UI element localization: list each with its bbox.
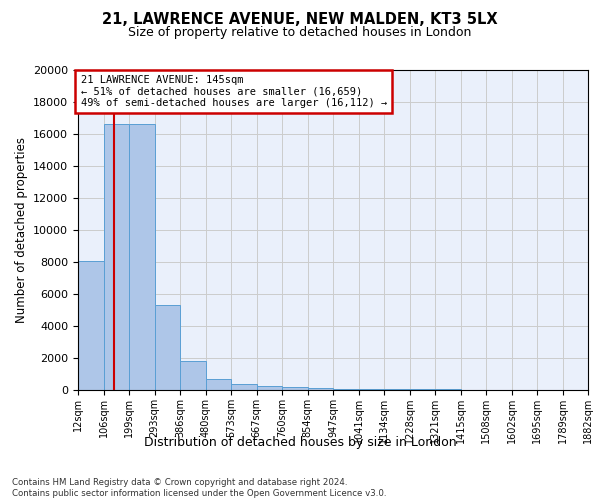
Bar [359,389,384,390]
Text: Size of property relative to detached houses in London: Size of property relative to detached ho… [128,26,472,39]
Text: 21, LAWRENCE AVENUE, NEW MALDEN, KT3 5LX: 21, LAWRENCE AVENUE, NEW MALDEN, KT3 5LX [102,12,498,26]
Bar [155,305,180,390]
Bar [282,388,308,390]
Text: 21 LAWRENCE AVENUE: 145sqm
← 51% of detached houses are smaller (16,659)
49% of : 21 LAWRENCE AVENUE: 145sqm ← 51% of deta… [80,75,387,108]
Y-axis label: Number of detached properties: Number of detached properties [14,137,28,323]
Bar [180,361,206,390]
Text: Distribution of detached houses by size in London: Distribution of detached houses by size … [143,436,457,449]
Text: Contains HM Land Registry data © Crown copyright and database right 2024.
Contai: Contains HM Land Registry data © Crown c… [12,478,386,498]
Bar [384,389,410,390]
Bar [206,379,231,390]
Bar [333,388,359,390]
Bar [257,386,282,390]
Bar [129,124,155,390]
Bar [104,124,129,390]
Bar [308,388,333,390]
Bar [78,261,104,390]
Bar [231,384,257,390]
